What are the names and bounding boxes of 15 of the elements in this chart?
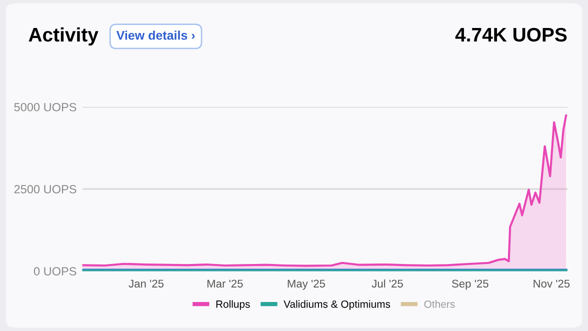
x-tick-label: Jul '25 xyxy=(372,279,403,288)
x-tick-label: May '25 xyxy=(288,280,326,290)
x-tick-label: Nov '25 xyxy=(534,280,570,288)
x-tick-label: Jan '25 xyxy=(128,280,164,288)
y-tick-label: 2500 UOPS xyxy=(14,185,76,194)
legend-label: Validiums & Optimiums xyxy=(284,300,390,310)
legend-label: Others xyxy=(424,300,455,308)
y-tick-label: 5000 UOPS xyxy=(14,102,76,112)
legend-label: Rollups xyxy=(216,300,250,310)
chart-subtitle: 4.74K UOPS xyxy=(455,28,567,42)
chart-title: Activity xyxy=(28,27,98,46)
text: View details › xyxy=(116,30,195,40)
x-tick-label: Mar '25 xyxy=(207,280,243,288)
x-tick-label: Sep '25 xyxy=(452,280,488,290)
y-tick-label: 0 UOPS xyxy=(34,267,76,276)
